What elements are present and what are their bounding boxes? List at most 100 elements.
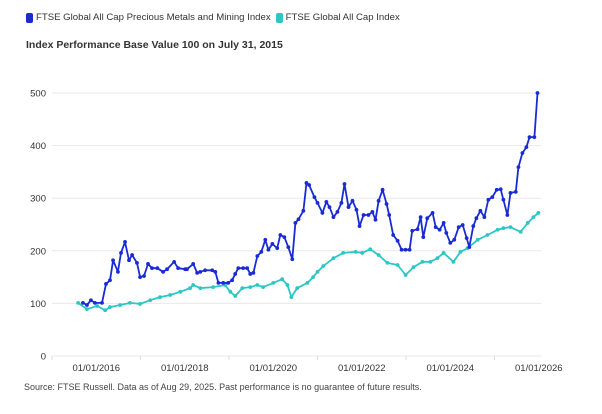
data-point[interactable] xyxy=(516,165,521,170)
data-point[interactable] xyxy=(518,229,523,234)
data-point[interactable] xyxy=(420,259,425,264)
data-point[interactable] xyxy=(135,260,139,265)
data-point[interactable] xyxy=(172,259,177,264)
data-point[interactable] xyxy=(370,209,375,214)
data-point[interactable] xyxy=(123,239,127,244)
data-point[interactable] xyxy=(441,251,446,255)
data-point[interactable] xyxy=(130,253,134,257)
data-point[interactable] xyxy=(233,294,238,298)
data-point[interactable] xyxy=(307,183,312,187)
data-point[interactable] xyxy=(428,259,433,264)
data-point[interactable] xyxy=(380,187,385,192)
data-point[interactable] xyxy=(198,269,203,274)
data-point[interactable] xyxy=(366,213,371,217)
data-point[interactable] xyxy=(251,270,256,275)
data-point[interactable] xyxy=(278,233,283,237)
data-point[interactable] xyxy=(185,267,189,272)
data-point[interactable] xyxy=(331,215,336,220)
data-point[interactable] xyxy=(228,289,233,294)
data-point[interactable] xyxy=(108,305,112,309)
data-point[interactable] xyxy=(471,224,476,228)
data-point[interactable] xyxy=(387,213,392,217)
data-point[interactable] xyxy=(236,266,241,271)
data-point[interactable] xyxy=(311,275,315,279)
data-point[interactable] xyxy=(368,247,373,252)
data-point[interactable] xyxy=(456,225,461,230)
data-point[interactable] xyxy=(430,211,435,215)
data-point[interactable] xyxy=(403,247,408,252)
data-point[interactable] xyxy=(441,221,446,225)
data-point[interactable] xyxy=(305,280,310,285)
data-point[interactable] xyxy=(482,215,487,220)
legend-item-global-all-cap[interactable]: FTSE Global All Cap Index xyxy=(275,12,400,23)
data-point[interactable] xyxy=(271,280,276,285)
data-point[interactable] xyxy=(85,303,89,307)
data-point[interactable] xyxy=(100,300,104,305)
data-point[interactable] xyxy=(376,198,381,203)
data-point[interactable] xyxy=(354,207,359,212)
data-point[interactable] xyxy=(315,201,320,205)
data-point[interactable] xyxy=(295,286,300,291)
data-point[interactable] xyxy=(490,195,495,200)
data-point[interactable] xyxy=(395,263,400,267)
data-point[interactable] xyxy=(266,247,271,252)
data-point[interactable] xyxy=(188,286,192,291)
data-point[interactable] xyxy=(93,300,97,305)
data-point[interactable] xyxy=(198,286,203,291)
data-point[interactable] xyxy=(95,304,100,308)
data-point[interactable] xyxy=(342,182,347,186)
data-point[interactable] xyxy=(81,300,85,305)
data-point[interactable] xyxy=(385,260,390,265)
data-point[interactable] xyxy=(335,209,340,214)
data-point[interactable] xyxy=(240,286,245,291)
data-point[interactable] xyxy=(178,289,183,294)
data-point[interactable] xyxy=(275,246,280,251)
data-point[interactable] xyxy=(108,278,112,283)
data-point[interactable] xyxy=(485,233,490,237)
data-point[interactable] xyxy=(460,223,465,227)
data-point[interactable] xyxy=(361,213,366,217)
data-point[interactable] xyxy=(142,274,146,278)
data-point[interactable] xyxy=(76,300,81,305)
data-point[interactable] xyxy=(421,235,426,240)
data-point[interactable] xyxy=(451,259,456,264)
data-point[interactable] xyxy=(290,257,295,262)
data-point[interactable] xyxy=(85,307,89,312)
data-point[interactable] xyxy=(116,269,120,274)
data-point[interactable] xyxy=(418,215,423,220)
data-point[interactable] xyxy=(486,197,491,202)
data-point[interactable] xyxy=(437,227,442,232)
data-point[interactable] xyxy=(104,282,108,286)
data-point[interactable] xyxy=(403,273,408,277)
data-point[interactable] xyxy=(148,298,153,303)
data-point[interactable] xyxy=(230,278,235,283)
data-point[interactable] xyxy=(350,198,355,203)
data-point[interactable] xyxy=(324,199,329,204)
data-point[interactable] xyxy=(211,285,215,289)
data-point[interactable] xyxy=(127,300,132,305)
data-point[interactable] xyxy=(286,245,291,250)
data-point[interactable] xyxy=(280,277,285,282)
data-point[interactable] xyxy=(494,187,499,192)
data-point[interactable] xyxy=(158,295,162,299)
data-point[interactable] xyxy=(452,237,457,242)
data-point[interactable] xyxy=(474,216,479,221)
data-point[interactable] xyxy=(520,151,525,155)
data-point[interactable] xyxy=(168,293,173,297)
data-point[interactable] xyxy=(341,251,346,255)
data-point[interactable] xyxy=(535,91,540,95)
data-point[interactable] xyxy=(161,269,165,274)
data-point[interactable] xyxy=(475,237,480,242)
data-point[interactable] xyxy=(293,221,298,225)
data-point[interactable] xyxy=(127,258,131,263)
data-point[interactable] xyxy=(261,285,265,289)
data-point[interactable] xyxy=(296,217,301,222)
data-point[interactable] xyxy=(216,280,221,285)
data-point[interactable] xyxy=(146,262,150,266)
data-point[interactable] xyxy=(353,249,358,254)
data-point[interactable] xyxy=(373,217,378,222)
data-point[interactable] xyxy=(320,211,325,215)
data-point[interactable] xyxy=(138,275,142,279)
data-point[interactable] xyxy=(407,247,412,252)
data-point[interactable] xyxy=(213,269,218,274)
